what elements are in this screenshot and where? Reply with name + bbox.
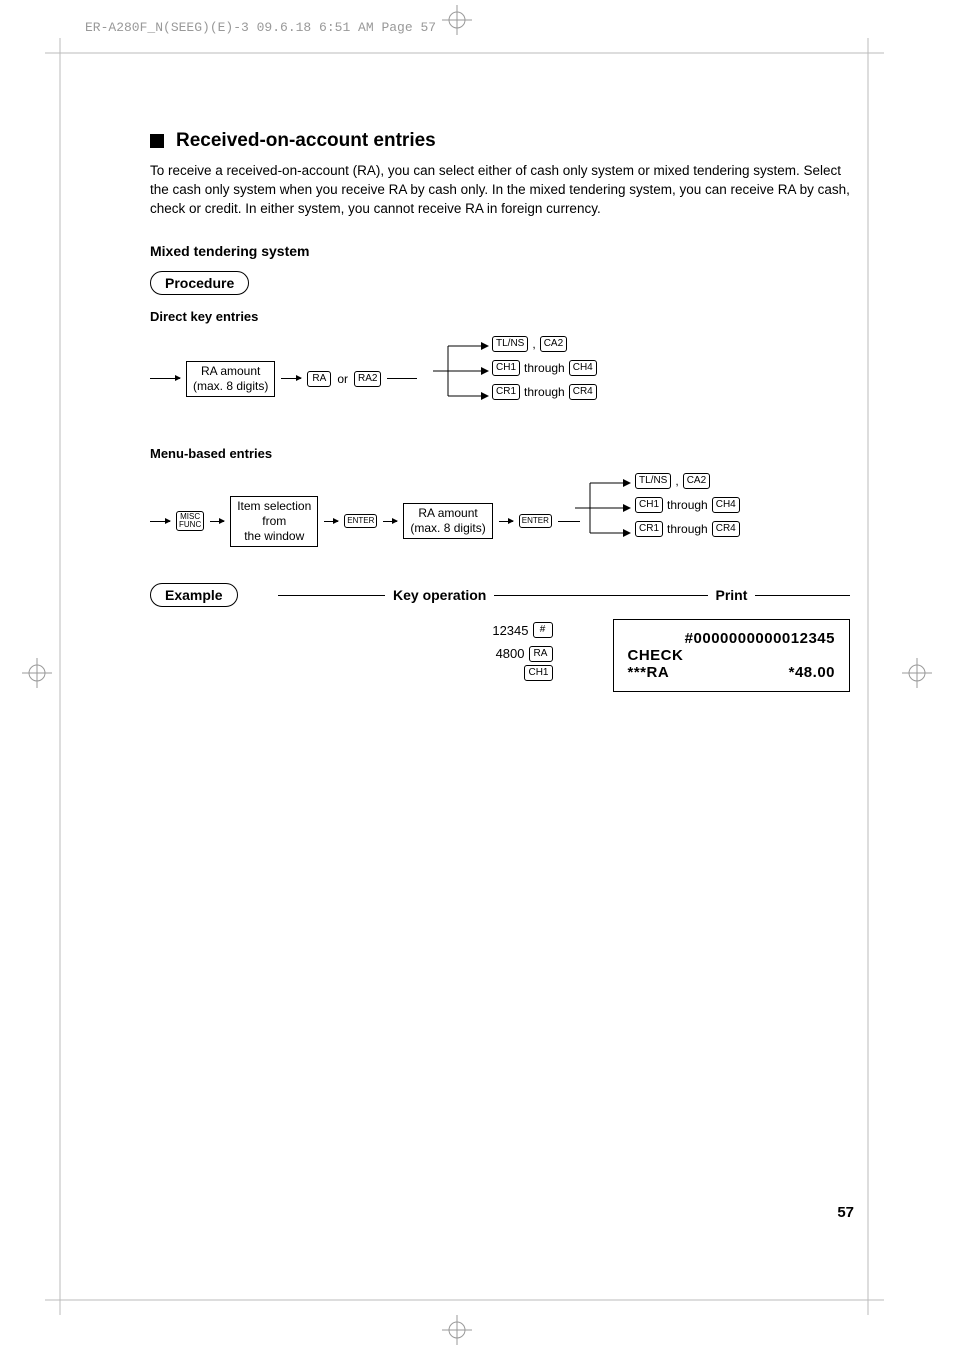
subheading-mixed: Mixed tendering system <box>150 243 850 259</box>
section-title: Received-on-account entries <box>176 130 436 152</box>
enter-key-2: ENTER <box>519 514 552 528</box>
ra2-key: RA2 <box>354 371 381 387</box>
menu-branch-row-1: TL/NS, CA2 <box>635 473 740 489</box>
ra-amount-box-2: RA amount(max. 8 digits) <box>403 503 492 539</box>
branch-row-1: TL/NS, CA2 <box>492 336 597 352</box>
page-header-text: ER-A280F_N(SEEG)(E)-3 09.6.18 6:51 AM Pa… <box>85 20 436 35</box>
ra-key-example: RA <box>529 646 553 662</box>
page-number: 57 <box>837 1204 854 1221</box>
hash-key: # <box>533 622 553 638</box>
ra-amount-box: RA amount(max. 8 digits) <box>186 361 275 397</box>
section-bullet-icon <box>150 134 164 148</box>
key-operation-header: Key operation <box>385 587 494 603</box>
menu-branch-row-2: CH1 through CH4 <box>635 497 740 513</box>
enter-key: ENTER <box>344 514 377 528</box>
ch1-key-example: CH1 <box>524 665 552 681</box>
menu-branch-row-3: CR1 through CR4 <box>635 521 740 537</box>
procedure-pill: Procedure <box>150 271 249 295</box>
print-box: #0000000000012345 CHECK ***RA*48.00 <box>613 619 851 692</box>
body-text: To receive a received-on-account (RA), y… <box>150 162 850 219</box>
misc-func-key: MISCFUNC <box>176 511 204 531</box>
ra-key: RA <box>307 371 331 387</box>
key-operation-col: 12345 # 4800 RA CH1 <box>315 619 553 682</box>
branch-row-3: CR1 through CR4 <box>492 384 597 400</box>
item-selection-box: Item selectionfromthe window <box>230 496 318 547</box>
or-text: or <box>337 372 348 386</box>
print-header: Print <box>708 587 756 603</box>
content-region: Received-on-account entries To receive a… <box>150 130 850 692</box>
subheading-direct: Direct key entries <box>150 309 850 324</box>
subheading-menu: Menu-based entries <box>150 446 850 461</box>
menu-diagram: MISCFUNC Item selectionfromthe window EN… <box>150 473 850 553</box>
branch-row-2: CH1 through CH4 <box>492 360 597 376</box>
direct-diagram: RA amount(max. 8 digits) RA or RA2 TL/NS… <box>150 336 850 416</box>
